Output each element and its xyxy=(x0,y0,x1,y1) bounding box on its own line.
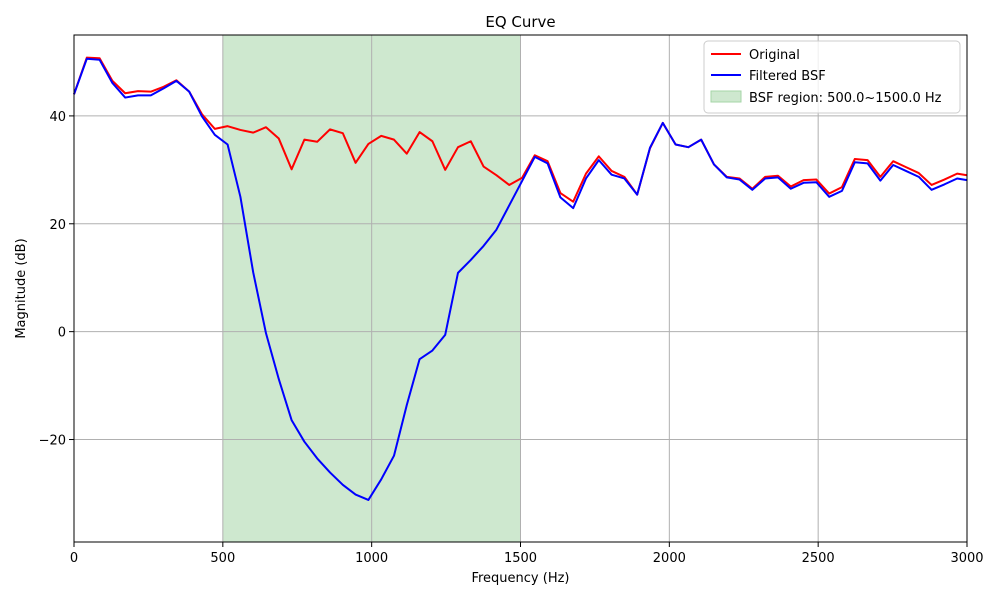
x-tick-label: 0 xyxy=(70,551,78,566)
chart-title: EQ Curve xyxy=(485,13,555,31)
legend-label-filtered-bsf: Filtered BSF xyxy=(749,69,826,84)
legend-swatch-bsf-region xyxy=(710,90,742,103)
x-tick-label: 2500 xyxy=(802,551,835,566)
legend: Original Filtered BSF BSF region: 500.0~… xyxy=(703,40,961,114)
series-line-filtered-bsf xyxy=(73,57,968,501)
x-tick-label: 500 xyxy=(210,551,235,566)
y-axis-label: Magnitude (dB) xyxy=(14,238,29,338)
y-tick-label: 40 xyxy=(49,110,66,125)
x-axis-label: Frequency (Hz) xyxy=(471,571,569,586)
x-tick-label: 1000 xyxy=(355,551,388,566)
series-layer xyxy=(73,56,968,501)
legend-label-bsf-region: BSF region: 500.0~1500.0 Hz xyxy=(749,91,942,106)
y-tick-label: 20 xyxy=(49,218,66,233)
y-tick-label: 0 xyxy=(58,326,66,341)
tick-layer: 0 500 1000 1500 2000 2500 3000 −20 0 20 40 xyxy=(39,110,984,566)
y-tick-label: −20 xyxy=(39,434,66,449)
x-tick-label: 3000 xyxy=(950,551,983,566)
x-tick-label: 2000 xyxy=(653,551,686,566)
legend-label-original: Original xyxy=(749,48,800,63)
x-tick-label: 1500 xyxy=(504,551,537,566)
series-line-original xyxy=(73,56,968,203)
legend-box xyxy=(703,40,961,114)
